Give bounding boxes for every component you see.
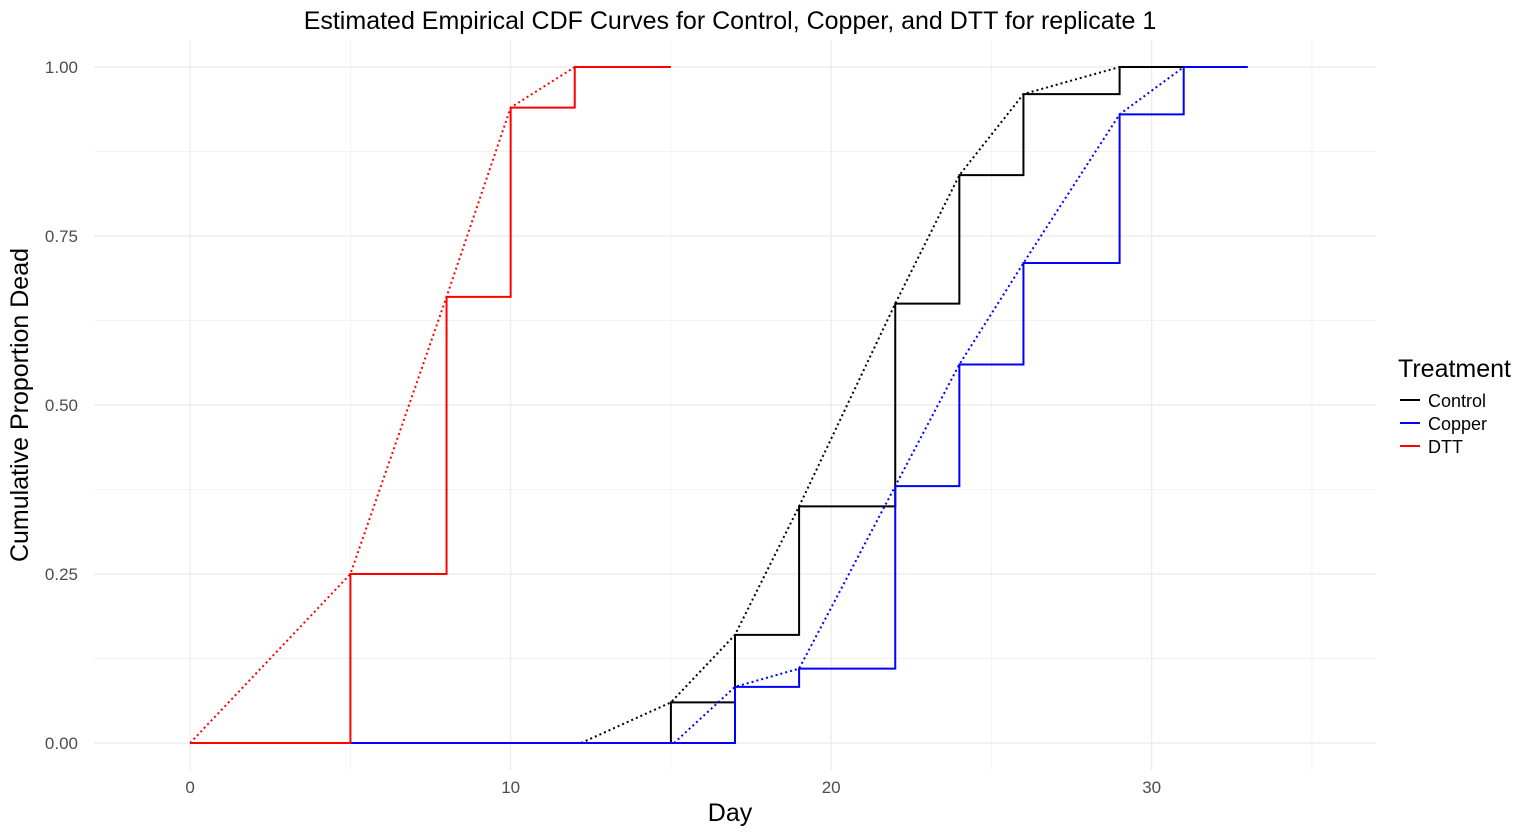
x-tick-label: 10 bbox=[501, 778, 520, 797]
y-tick-label: 0.75 bbox=[45, 227, 78, 246]
y-tick-label: 1.00 bbox=[45, 58, 78, 77]
y-tick-label: 0.00 bbox=[45, 734, 78, 753]
legend: Treatment Control Copper DTT bbox=[1398, 355, 1511, 457]
tick-labels: 0 10 20 30 0.00 0.25 0.50 0.75 1.00 bbox=[45, 58, 1161, 797]
x-axis-title: Day bbox=[708, 799, 753, 827]
x-tick-label: 0 bbox=[185, 778, 194, 797]
y-tick-label: 0.50 bbox=[45, 396, 78, 415]
dtt-step-line bbox=[190, 66, 671, 744]
legend-label-copper: Copper bbox=[1428, 414, 1487, 434]
legend-label-control: Control bbox=[1428, 391, 1486, 411]
y-axis-title: Cumulative Proportion Dead bbox=[6, 248, 34, 562]
copper-step-line bbox=[190, 66, 1248, 744]
copper-dotted-line bbox=[673, 66, 1185, 744]
chart-title: Estimated Empirical CDF Curves for Contr… bbox=[304, 7, 1157, 35]
control-step-line bbox=[190, 66, 1184, 744]
x-tick-label: 30 bbox=[1142, 778, 1161, 797]
legend-label-dtt: DTT bbox=[1428, 437, 1463, 457]
series-lines bbox=[189, 66, 1248, 744]
legend-title: Treatment bbox=[1398, 355, 1511, 383]
legend-entries: Control Copper DTT bbox=[1400, 391, 1487, 457]
x-tick-label: 20 bbox=[822, 778, 841, 797]
y-tick-label: 0.25 bbox=[45, 565, 78, 584]
